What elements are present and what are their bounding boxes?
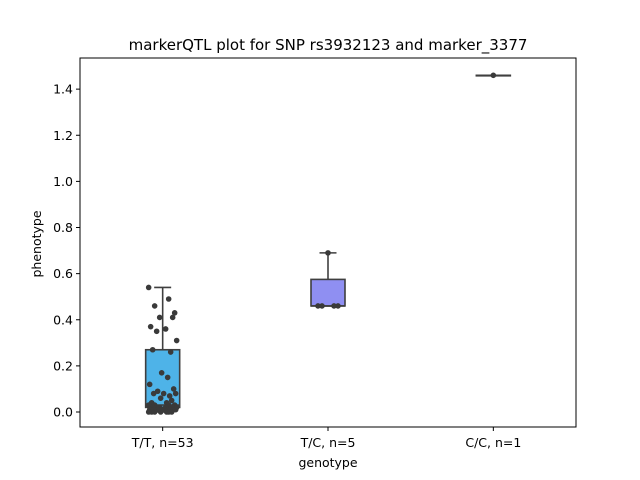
data-point: [151, 409, 158, 415]
chart-title: markerQTL plot for SNP rs3932123 and mar…: [129, 36, 528, 55]
box-group: [144, 284, 181, 415]
data-point: [153, 328, 160, 335]
data-point: [166, 393, 173, 399]
box-group: [310, 250, 346, 309]
x-axis-label: genotype: [298, 455, 357, 470]
data-point: [165, 296, 172, 302]
x-tick-label: C/C, n=1: [465, 435, 521, 450]
data-point: [162, 326, 169, 332]
y-tick-label: 0.6: [53, 266, 73, 281]
y-tick-label: 1.0: [53, 174, 73, 189]
data-point: [145, 284, 152, 291]
data-point: [145, 409, 152, 415]
data-point: [158, 370, 165, 376]
data-point: [173, 337, 180, 344]
box-rect: [310, 278, 346, 307]
x-axis: T/T, n=53 T/C, n=5 C/C, n=1: [131, 427, 521, 450]
data-point: [172, 390, 179, 397]
data-point: [157, 395, 164, 401]
x-tick-label: T/T, n=53: [131, 435, 194, 450]
data-point: [169, 314, 176, 321]
data-point: [156, 314, 163, 321]
y-tick-label: 1.4: [53, 82, 73, 97]
data-point: [150, 390, 157, 397]
data-point: [147, 323, 154, 330]
box-group: [475, 72, 512, 79]
data-point: [331, 303, 337, 309]
y-axis-label: phenotype: [29, 210, 44, 277]
data-point: [335, 303, 341, 309]
x-tick-label: T/C, n=5: [300, 435, 356, 450]
data-point: [157, 409, 164, 415]
y-tick-label: 0.0: [53, 405, 73, 420]
y-tick-label: 0.4: [53, 312, 73, 327]
data-point: [165, 409, 172, 415]
data-point: [168, 397, 175, 404]
data-point: [315, 303, 321, 309]
data-point: [319, 303, 325, 309]
y-axis: 0.0 0.2 0.4 0.6 0.8 1.0 1.2 1.4: [53, 82, 80, 420]
data-point: [167, 349, 174, 355]
data-point: [164, 374, 171, 381]
plot-area: [144, 72, 512, 415]
data-point: [146, 381, 153, 388]
data-point: [325, 250, 331, 256]
y-tick-label: 1.2: [53, 128, 73, 143]
data-point: [151, 303, 158, 309]
data-point: [170, 386, 177, 392]
data-point: [149, 346, 156, 353]
y-tick-label: 0.2: [53, 358, 73, 373]
data-point: [490, 72, 497, 79]
data-point: [171, 310, 178, 316]
data-point: [160, 390, 167, 397]
y-tick-label: 0.8: [53, 220, 73, 235]
